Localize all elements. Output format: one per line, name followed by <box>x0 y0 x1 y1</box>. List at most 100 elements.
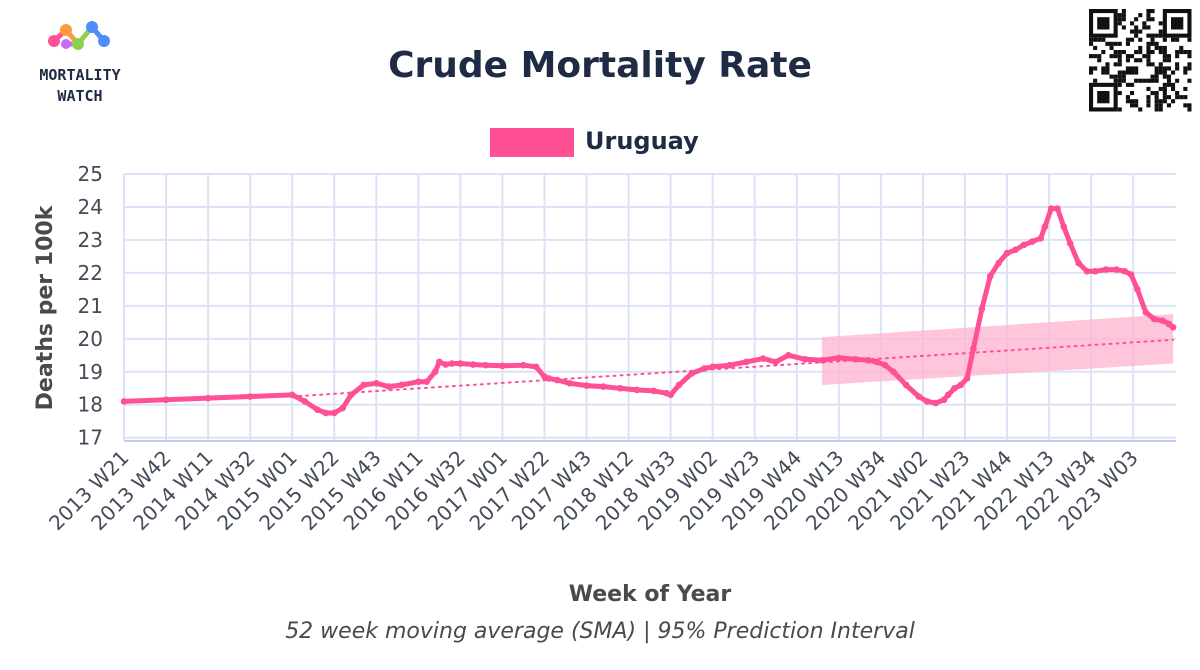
logo-text-line1: MORTALITY <box>39 66 120 84</box>
qr-module <box>1134 99 1139 104</box>
data-point <box>957 381 965 389</box>
data-point <box>963 375 971 382</box>
legend: Uruguay <box>490 127 699 157</box>
y-tick-label: 18 <box>78 393 103 417</box>
y-tick-label: 23 <box>78 228 103 252</box>
y-tick-label: 25 <box>78 162 103 186</box>
qr-module <box>1146 33 1151 38</box>
qr-module <box>1154 74 1159 79</box>
qr-module <box>1125 82 1130 87</box>
data-point <box>448 360 456 367</box>
data-point <box>1113 266 1120 273</box>
qr-module <box>1183 103 1188 108</box>
data-point <box>986 272 994 280</box>
qr-module <box>1187 54 1192 59</box>
data-point <box>944 391 952 399</box>
qr-module <box>1138 78 1143 83</box>
data-point <box>835 354 843 362</box>
qr-module <box>1183 70 1188 75</box>
data-point <box>852 355 859 363</box>
qr-module <box>1117 78 1122 83</box>
data-point <box>818 356 826 364</box>
qr-module <box>1117 70 1122 75</box>
y-tick-label: 19 <box>78 360 103 384</box>
qr-module <box>1113 62 1118 67</box>
qr-module <box>1158 29 1163 34</box>
qr-module <box>1142 54 1147 59</box>
data-point <box>246 393 254 400</box>
qr-module <box>1146 17 1151 22</box>
qr-module <box>1158 62 1163 67</box>
qr-module <box>1117 21 1122 26</box>
qr-module <box>1113 54 1118 59</box>
qr-module <box>1150 9 1155 14</box>
qr-module <box>1146 9 1151 14</box>
data-point <box>801 355 809 363</box>
qr-module <box>1158 86 1163 91</box>
data-point <box>1037 234 1044 242</box>
qr-module <box>1130 54 1135 59</box>
qr-module <box>1150 50 1155 55</box>
qr-module <box>1175 66 1180 71</box>
qr-module <box>1158 21 1163 26</box>
data-point <box>1092 267 1099 275</box>
legend-label-uruguay: Uruguay <box>585 127 699 155</box>
qr-module <box>1171 70 1176 75</box>
qr-module <box>1121 9 1126 14</box>
qr-module <box>1125 58 1130 63</box>
qr-module <box>1150 91 1155 96</box>
qr-module <box>1134 33 1139 38</box>
prediction-interval-band <box>822 314 1174 385</box>
qr-module <box>1154 70 1159 75</box>
qr-module <box>1150 17 1155 22</box>
data-point <box>1054 205 1061 212</box>
qr-module <box>1166 54 1171 59</box>
qr-module <box>1134 17 1139 22</box>
qr-module <box>1113 41 1118 46</box>
qr-module <box>1183 66 1188 71</box>
data-point <box>373 380 380 387</box>
y-tick-label: 17 <box>78 426 103 450</box>
data-point <box>347 391 355 399</box>
data-point <box>1041 223 1049 231</box>
qr-module <box>1109 74 1114 79</box>
qr-module <box>1154 66 1159 71</box>
data-point <box>650 387 658 395</box>
qr-module <box>1162 99 1167 104</box>
qr-finder-center <box>1097 91 1110 104</box>
qr-module <box>1134 103 1139 108</box>
data-point <box>1047 205 1055 212</box>
qr-module <box>1183 95 1188 100</box>
qr-module <box>1089 54 1094 59</box>
data-point <box>902 381 910 389</box>
qr-module <box>1089 41 1094 46</box>
qr-module <box>1130 91 1135 96</box>
data-point <box>1060 223 1068 231</box>
qr-module <box>1109 41 1114 46</box>
data-point <box>923 398 931 405</box>
qr-module <box>1125 54 1130 59</box>
data-point <box>890 368 897 376</box>
data-point <box>675 381 683 389</box>
qr-module <box>1093 66 1098 71</box>
qr-module <box>1158 103 1163 108</box>
qr-module <box>1162 70 1167 75</box>
qr-module <box>1150 74 1155 79</box>
qr-module <box>1175 62 1180 67</box>
qr-module <box>1121 78 1126 83</box>
data-point <box>499 362 506 370</box>
y-tick-label: 20 <box>78 327 103 351</box>
qr-module <box>1171 86 1176 91</box>
qr-module <box>1134 29 1139 34</box>
qr-module <box>1146 86 1151 91</box>
qr-module <box>1093 37 1098 42</box>
qr-module <box>1146 95 1151 100</box>
qr-module <box>1187 66 1192 71</box>
qr-module <box>1166 58 1171 63</box>
data-point <box>330 409 338 417</box>
data-point <box>688 370 695 377</box>
qr-module <box>1175 91 1180 96</box>
qr-module <box>1121 17 1126 22</box>
data-point <box>442 361 449 368</box>
data-point <box>1028 238 1036 245</box>
